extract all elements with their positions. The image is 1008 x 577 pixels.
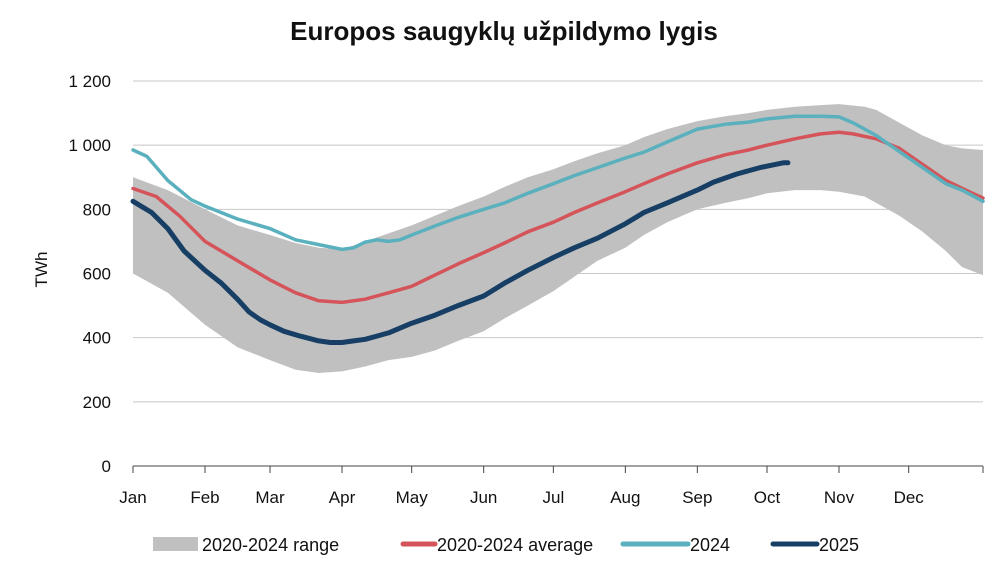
x-tick-label: Mar — [255, 488, 285, 507]
y-tick-label: 600 — [83, 265, 111, 284]
y-tick-label: 200 — [83, 393, 111, 412]
series-line-2020-2024-average — [131, 130, 985, 305]
x-tick-label: May — [396, 488, 429, 507]
x-tick-label: Oct — [754, 488, 781, 507]
y-tick-label: 400 — [83, 329, 111, 348]
x-tick-label: Dec — [894, 488, 925, 507]
y-tick-label: 800 — [83, 200, 111, 219]
legend-label-series: 2025 — [819, 535, 859, 555]
legend: 2020-2024 range 2020-2024 average 2024 2025 — [153, 535, 859, 555]
series-line-2024 — [131, 114, 985, 252]
legend-label-series: 2024 — [690, 535, 730, 555]
x-tick-label: Aug — [610, 488, 640, 507]
chart-title: Europos saugyklų užpildymo lygis — [290, 16, 718, 46]
range-band-layer — [133, 104, 983, 373]
legend-label-series: 2020-2024 average — [437, 535, 593, 555]
series-line-2025 — [130, 160, 791, 345]
x-tick-label: Apr — [329, 488, 356, 507]
range-band — [133, 104, 983, 373]
x-tick-label: Jul — [542, 488, 564, 507]
x-tick-label: Feb — [190, 488, 219, 507]
x-tick-label: Sep — [682, 488, 712, 507]
y-tick-label: 1 000 — [68, 136, 111, 155]
x-tick-label: Jan — [119, 488, 146, 507]
axes: 0 200 400 600 800 1 000 1 200 Jan Feb Mar Apr May Ju… — [32, 72, 984, 507]
y-axis-title: TWh — [32, 252, 51, 288]
y-tick-label: 0 — [102, 457, 111, 476]
series-layer — [130, 114, 985, 345]
x-tick-label: Jun — [470, 488, 497, 507]
x-tick-label: Nov — [824, 488, 855, 507]
legend-swatch-range — [153, 537, 198, 551]
legend-label-range: 2020-2024 range — [202, 535, 339, 555]
y-tick-label: 1 200 — [68, 72, 111, 91]
